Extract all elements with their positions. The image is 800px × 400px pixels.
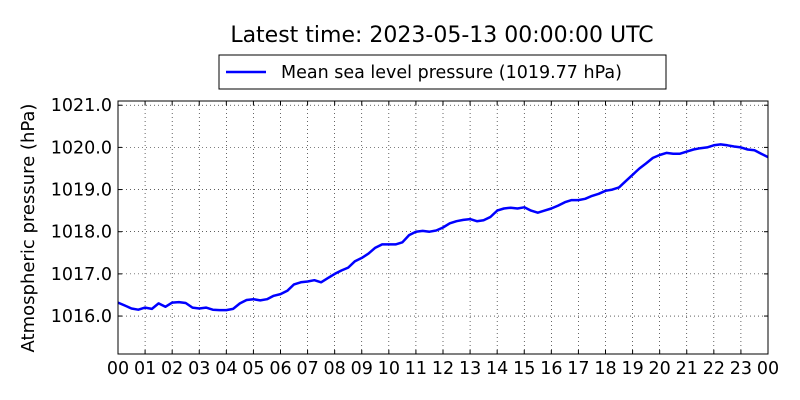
ticks: 00 01 02 03 04 05 06 07 08 09 10 11 12 13 14 15 16 17 18 19… (51, 96, 779, 379)
y-tick-label: 1017.0 (51, 265, 112, 285)
series-layer (117, 143, 769, 312)
y-tick-label: 1019.0 (51, 181, 112, 201)
x-tick-label: 08 (324, 359, 346, 379)
x-tick-label: 18 (594, 359, 616, 379)
chart-title: Latest time: 2023-05-13 00:00:00 UTC (230, 23, 653, 48)
y-tick-label: 1020.0 (51, 138, 112, 158)
series-line-pressure (117, 143, 769, 312)
x-tick-label: 20 (649, 359, 671, 379)
x-tick-label: 21 (676, 359, 698, 379)
x-tick-label: 02 (161, 359, 183, 379)
x-tick-label: 16 (540, 359, 562, 379)
x-tick-label: 12 (432, 359, 454, 379)
x-tick-label: 00 (757, 359, 779, 379)
legend: Mean sea level pressure (1019.77 hPa) (218, 54, 667, 90)
x-tick-label: 22 (703, 359, 725, 379)
x-tick-label: 01 (134, 359, 156, 379)
y-tick-label: 1018.0 (51, 223, 112, 243)
x-tick-label: 23 (730, 359, 752, 379)
x-tick-label: 14 (486, 359, 508, 379)
x-tick-label: 00 (107, 359, 129, 379)
y-axis-label: Atmospheric pressure (hPa) (18, 104, 39, 353)
legend-box (218, 54, 667, 90)
x-tick-label: 10 (378, 359, 400, 379)
x-tick-label: 09 (351, 359, 373, 379)
x-tick-label: 06 (269, 359, 291, 379)
grid (118, 101, 768, 354)
x-tick-label: 07 (296, 359, 318, 379)
y-tick-label: 1021.0 (51, 96, 112, 116)
x-tick-label: 17 (567, 359, 589, 379)
x-tick-label: 05 (242, 359, 264, 379)
x-tick-label: 11 (405, 359, 427, 379)
x-tick-label: 03 (188, 359, 210, 379)
x-tick-label: 15 (513, 359, 535, 379)
x-tick-label: 13 (459, 359, 481, 379)
y-tick-label: 1016.0 (51, 307, 112, 327)
x-tick-label: 04 (215, 359, 237, 379)
legend-label: Mean sea level pressure (1019.77 hPa) (281, 63, 622, 83)
x-tick-label: 19 (621, 359, 643, 379)
